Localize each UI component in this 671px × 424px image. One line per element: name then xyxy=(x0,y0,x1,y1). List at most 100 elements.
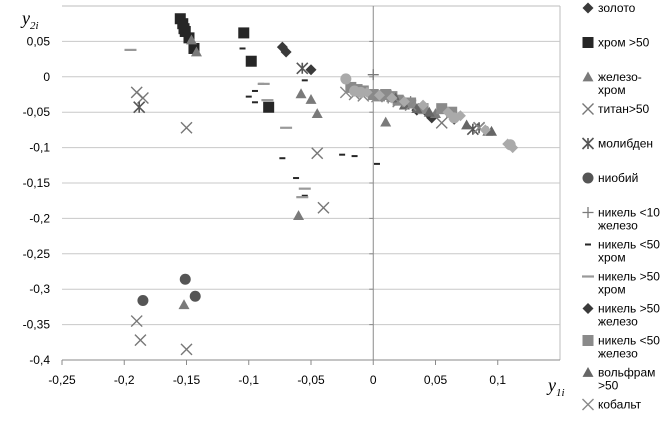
legend-marker xyxy=(582,2,594,14)
data-point xyxy=(411,103,423,114)
legend-label-line: железо xyxy=(598,347,638,361)
legend-item: железо-хром xyxy=(582,70,642,97)
grid-lines xyxy=(62,5,561,361)
data-point xyxy=(386,92,398,104)
x-tick-label: 0,05 xyxy=(424,373,448,387)
legend-label: титан>50 xyxy=(598,102,650,116)
data-point xyxy=(178,299,190,310)
data-point xyxy=(180,343,193,356)
legend-marker xyxy=(582,335,594,346)
data-point xyxy=(380,116,392,127)
data-point xyxy=(137,295,149,307)
legend-label-line: хром >50 xyxy=(598,36,650,50)
y-tick-label: -0,25 xyxy=(23,247,51,261)
data-point xyxy=(486,125,498,136)
legend-label: ниобий xyxy=(598,171,638,185)
data-point xyxy=(361,86,373,98)
data-point xyxy=(311,108,323,119)
legend-label-line: кобальт xyxy=(598,398,642,412)
legend-item: вольфрам >50 xyxy=(582,366,655,393)
data-point xyxy=(398,96,410,108)
data-point xyxy=(185,34,197,45)
legend-label-line: >50 xyxy=(598,379,619,393)
y-axis-title-main: y xyxy=(20,8,30,28)
legend-label-line: золото xyxy=(598,1,636,15)
legend-label: золото xyxy=(598,1,636,15)
legend-label-line: титан>50 xyxy=(598,102,650,116)
data-point xyxy=(436,103,448,115)
legend-marker xyxy=(582,103,594,115)
data-point xyxy=(461,119,473,130)
x-tick-label: -0,1 xyxy=(238,373,259,387)
y-tick-label: -0,15 xyxy=(23,176,51,190)
legend-label: вольфрам >50 xyxy=(598,366,655,393)
legend-label: кобальт xyxy=(598,398,642,412)
legend-item: никель >50 хром xyxy=(582,270,660,297)
legend-item: никель <50 железо xyxy=(582,334,660,361)
legend-marker xyxy=(582,398,594,411)
legend-label-line: никель >50 xyxy=(598,302,660,316)
data-point xyxy=(405,97,417,109)
data-point xyxy=(189,290,201,302)
legend-item: никель <10 железо xyxy=(582,206,660,233)
data-point xyxy=(355,86,367,98)
legend-item: золото xyxy=(582,1,636,15)
legend-label: никель <50 железо xyxy=(598,334,660,361)
data-point xyxy=(136,92,149,105)
data-point xyxy=(454,110,466,122)
data-point xyxy=(507,142,519,154)
data-point xyxy=(245,55,257,67)
x-tick-label: -0,05 xyxy=(297,373,325,387)
legend-label: хром >50 xyxy=(598,36,650,50)
legend-label: никель <50 хром xyxy=(598,238,660,265)
data-point xyxy=(180,121,193,134)
axes xyxy=(61,6,560,365)
y-tick-label: -0,1 xyxy=(29,141,50,155)
data-point xyxy=(133,101,146,114)
legend-item: никель <50 хром xyxy=(585,238,660,265)
legend-item: кобальт xyxy=(582,398,642,412)
legend-label-line: никель <50 xyxy=(598,238,660,252)
data-point xyxy=(417,99,429,111)
x-tick-label: 0,1 xyxy=(489,373,506,387)
legend-marker xyxy=(582,303,594,314)
data-point xyxy=(263,101,275,113)
data-point xyxy=(305,64,317,76)
y-tick-label: -0,05 xyxy=(23,105,51,119)
data-point xyxy=(373,89,385,101)
data-point xyxy=(435,116,448,129)
legend-label-line: вольфрам xyxy=(598,366,655,380)
data-point xyxy=(295,88,307,99)
legend-item: молибден xyxy=(581,137,653,151)
data-point xyxy=(190,46,202,57)
data-point xyxy=(130,315,143,328)
legend-label-line: хром xyxy=(598,283,626,297)
legend-label-line: железо xyxy=(598,219,638,233)
tick-labels: -0,4 -0,35 -0,3 -0,25 -0,2 -0,15 -0,1 -0,05 0 0,0… xyxy=(23,34,507,387)
data-point xyxy=(367,89,379,100)
data-points xyxy=(124,13,519,356)
x-axis-title: y1i xyxy=(546,375,565,399)
legend-label-line: хром xyxy=(598,251,626,265)
legend-marker xyxy=(582,71,594,82)
data-point xyxy=(340,73,352,85)
data-point xyxy=(442,106,454,118)
y-tick-label: -0,2 xyxy=(29,211,50,225)
data-point xyxy=(188,42,200,54)
data-point xyxy=(380,89,392,100)
legend-label: никель >50 хром xyxy=(598,270,660,297)
y-axis-title-sub: 2i xyxy=(30,20,39,32)
data-point xyxy=(305,93,317,104)
x-tick-label: -0,25 xyxy=(48,373,76,387)
legend-label-line: молибден xyxy=(598,137,653,151)
data-point xyxy=(367,69,379,81)
legend-item: ниобий xyxy=(582,171,638,185)
legend-item: никель >50 железо xyxy=(582,302,660,329)
data-point xyxy=(183,32,195,44)
data-point xyxy=(238,27,250,39)
data-point xyxy=(423,106,435,117)
legend-item: хром >50 xyxy=(582,36,650,50)
legend-label-line: железо- xyxy=(598,70,642,84)
legend-label-line: железо xyxy=(598,315,638,329)
data-point xyxy=(502,138,514,150)
